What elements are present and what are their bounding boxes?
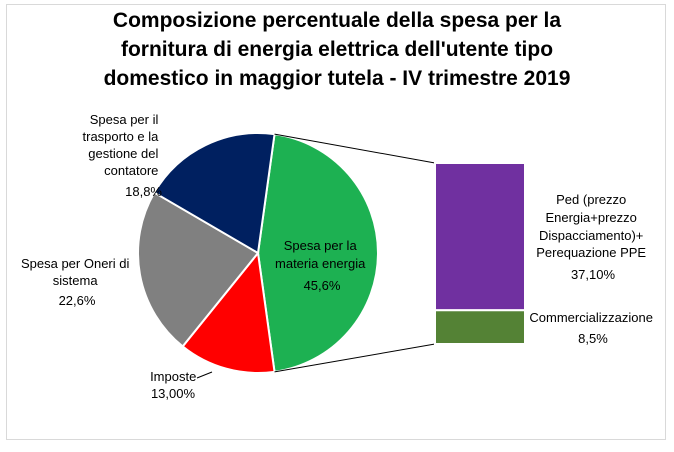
pie bbox=[137, 132, 379, 374]
slice-label-trasporto: Spesa per il trasporto e la gestione del… bbox=[83, 112, 163, 199]
title-line-3: domestico in maggior tutela - IV trimest… bbox=[103, 67, 571, 90]
bar-label-commercializzazione: Commercializzazione 8,5% bbox=[529, 310, 656, 346]
slice-materia-energia bbox=[256, 133, 379, 373]
stacked-bar bbox=[434, 162, 526, 345]
leader-line-imposte bbox=[196, 371, 213, 379]
slice-trasporto bbox=[152, 132, 276, 255]
connector-line-top bbox=[274, 133, 436, 164]
slice-label-imposte: Imposte 13,00% bbox=[150, 369, 200, 401]
connector-lines bbox=[274, 133, 436, 373]
slice-label-materia: Spesa per la materia energia 45,6% bbox=[275, 238, 369, 293]
title-line-1: Composizione percentuale della spesa per… bbox=[112, 9, 562, 32]
title-line-2: fornitura di energia elettrica dell'uten… bbox=[120, 38, 554, 61]
bar-segment-commercializzazione bbox=[434, 309, 526, 345]
bar-label-ped: Ped (prezzo Energia+prezzo Dispacciament… bbox=[536, 192, 649, 282]
slice-label-oneri: Spesa per Oneri di sistema 22,6% bbox=[21, 256, 133, 308]
slice-imposte bbox=[181, 250, 276, 374]
connector-line-bottom bbox=[274, 343, 436, 373]
chart-title: Composizione percentuale della spesa per… bbox=[0, 6, 674, 93]
slice-oneri bbox=[137, 191, 260, 348]
bar-segment-ped bbox=[434, 162, 526, 312]
